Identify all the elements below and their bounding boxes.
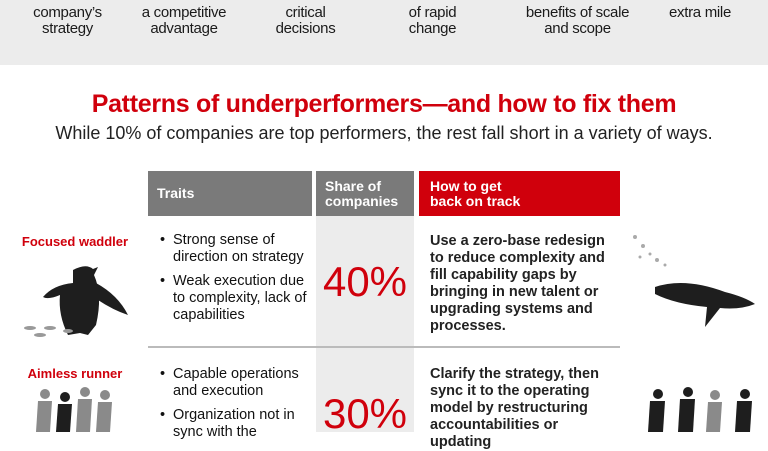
penguin-icon — [24, 266, 128, 337]
page-title: Patterns of underperformers—and how to f… — [91, 90, 677, 118]
band-item: critical decisions — [275, 3, 336, 37]
share-column — [316, 216, 414, 432]
band-item: of rapid change — [408, 3, 457, 37]
band-item: a competitive advantage — [141, 3, 227, 37]
fix-text: Clarify the strategy, then sync it to th… — [430, 366, 599, 450]
share-value: 40% — [322, 258, 408, 305]
row-label: Aimless runner — [27, 366, 123, 381]
traits-list: Capable operations and execution Organiz… — [160, 366, 320, 448]
header-share: Share of companies — [316, 171, 414, 216]
trait-item: Strong sense of direction on strategy — [160, 232, 320, 266]
header-fix: How to get back on track — [419, 171, 620, 216]
top-band: company’s strategy a competitive advantage… — [0, 0, 768, 65]
band-item: company’s strategy — [33, 3, 102, 37]
runners-icon — [36, 387, 112, 432]
header-traits: Traits — [148, 171, 312, 216]
fix-text: Use a zero-base redesign to reduce compl… — [430, 233, 605, 334]
runners-icon — [648, 387, 752, 432]
swimming-penguin-icon — [633, 235, 755, 327]
row-label: Focused waddler — [21, 234, 129, 249]
trait-item: Capable operations and execution — [160, 366, 320, 400]
share-value: 30% — [322, 390, 408, 437]
subtitle: While 10% of companies are top performer… — [55, 123, 713, 143]
row-divider — [148, 346, 620, 348]
band-item: benefits of scale and scope — [525, 3, 630, 37]
band-item: extra mile — [668, 3, 732, 21]
trait-item: Weak execution due to complexity, lack o… — [160, 273, 320, 324]
trait-item: Organization not in sync with the — [160, 407, 320, 441]
traits-list: Strong sense of direction on strategy We… — [160, 232, 320, 331]
